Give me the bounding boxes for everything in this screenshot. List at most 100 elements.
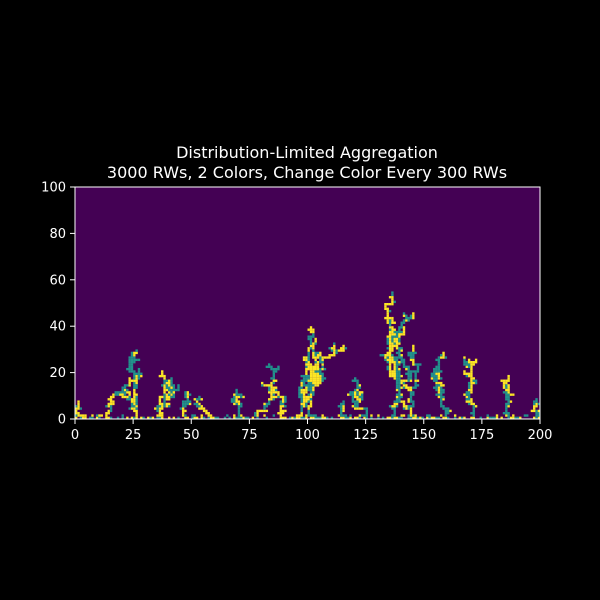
cell-color1 [440,354,443,357]
cell-color1 [340,405,343,408]
cell-color1 [193,414,196,417]
cell-color2 [256,412,259,415]
cell-color1 [305,405,308,408]
cell-color2 [130,379,134,382]
cell-color2 [437,388,441,392]
cell-color2 [412,358,415,362]
cell-color1 [123,393,127,396]
cell-color2 [77,412,80,415]
cell-color1 [128,398,131,401]
cell-color1 [133,405,136,408]
cell-color1 [233,400,236,403]
cell-color1 [409,393,413,396]
cell-color1 [177,388,180,392]
cell-color1 [272,377,276,380]
cell-color1 [240,393,243,396]
cell-color1 [507,400,510,403]
cell-color2 [161,395,164,399]
cell-color2 [200,407,203,410]
cell-color1 [300,398,303,401]
cell-color1 [354,377,357,380]
cell-color2 [470,361,473,364]
cell-color2 [388,296,392,299]
cell-color2 [342,349,345,352]
cell-color1 [402,358,406,362]
cell-color1 [186,398,189,401]
cell-color1 [126,367,129,371]
cell-color1 [133,370,136,373]
cell-color2 [467,374,471,378]
cell-color2 [298,414,301,417]
cell-color1 [363,414,366,417]
cell-color2 [307,349,310,352]
cell-color2 [295,416,299,420]
cell-color1 [407,370,410,373]
cell-color1 [535,409,538,413]
cell-color1 [267,388,271,392]
cell-color2 [309,393,313,396]
cell-color1 [465,393,468,396]
cell-color1 [440,405,443,408]
cell-color1 [393,330,396,334]
cell-color2 [512,393,515,396]
cell-color1 [235,388,238,392]
cell-color2 [391,300,394,304]
cell-color1 [435,365,438,369]
cell-color1 [426,414,429,417]
cell-color1 [416,367,420,371]
cell-color2 [407,398,410,401]
cell-color1 [363,407,366,410]
cell-color1 [323,377,327,380]
cell-color2 [405,384,408,387]
cell-color2 [309,370,313,373]
cell-color2 [395,342,399,345]
cell-color1 [409,416,413,420]
cell-color1 [128,367,131,371]
cell-color1 [416,365,420,369]
cell-color1 [351,395,355,399]
cell-color1 [467,402,471,406]
cell-color2 [163,391,166,394]
cell-color2 [502,386,506,389]
cell-color1 [440,400,443,403]
cell-color2 [309,416,313,420]
cell-color1 [261,384,264,387]
cell-color1 [405,316,408,320]
cell-color2 [505,414,508,417]
cell-color1 [514,416,517,420]
cell-color2 [195,400,199,403]
cell-color2 [384,356,387,359]
cell-color2 [384,305,387,308]
cell-color1 [342,414,345,417]
cell-color2 [156,414,159,417]
cell-color1 [356,393,359,396]
cell-color2 [363,416,366,420]
cell-color2 [135,379,138,382]
cell-color2 [140,416,143,420]
cell-color2 [470,372,473,375]
cell-color2 [391,316,394,320]
cell-color2 [158,395,162,399]
cell-color1 [312,333,315,336]
cell-color2 [77,407,80,410]
cell-color2 [251,416,255,420]
cell-color1 [161,384,164,387]
cell-color1 [398,370,401,373]
cell-color1 [491,416,494,420]
cell-color2 [305,370,308,373]
cell-color2 [168,402,171,406]
cell-color1 [354,405,357,408]
cell-color1 [133,361,136,364]
cell-color2 [388,337,392,341]
cell-color2 [302,398,306,401]
cell-color2 [437,374,441,378]
cell-color2 [414,379,417,382]
cell-color1 [421,416,424,420]
cell-color1 [135,372,138,375]
cell-color1 [184,400,187,403]
cell-color1 [402,365,406,369]
cell-color2 [307,328,310,331]
cell-color1 [163,398,166,401]
cell-color1 [388,321,392,324]
cell-color2 [500,416,503,420]
